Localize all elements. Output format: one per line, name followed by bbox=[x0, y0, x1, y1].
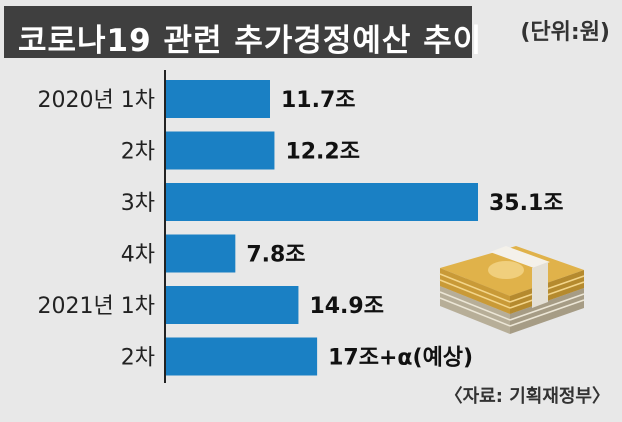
category-label: 2021년 1차 bbox=[38, 294, 155, 319]
header: 코로나19 관련 추가경정예산 추이 (단위:원) bbox=[0, 0, 622, 62]
bar-chart: 2020년 1차 11.7조 2차 12.2조 3차 35.1조 4차 7.8조 2021년 1… bbox=[38, 70, 564, 383]
category-label: 2020년 1차 bbox=[38, 88, 155, 113]
value-label: 17조+α(예상) bbox=[328, 346, 473, 371]
unit-label: (단위:원) bbox=[520, 20, 610, 45]
value-label: 14.9조 bbox=[309, 294, 384, 319]
bar bbox=[166, 80, 270, 118]
category-label: 2차 bbox=[121, 140, 155, 165]
bar bbox=[166, 337, 318, 376]
chart-title: 코로나19 관련 추가경정예산 추이 bbox=[18, 23, 483, 59]
bar bbox=[166, 183, 478, 221]
value-label: 35.1조 bbox=[489, 191, 564, 216]
bar bbox=[166, 234, 236, 273]
bar bbox=[166, 286, 299, 324]
value-label: 7.8조 bbox=[246, 243, 305, 268]
title-banner: 코로나19 관련 추가경정예산 추이 bbox=[4, 6, 481, 59]
value-label: 12.2조 bbox=[285, 140, 360, 165]
category-label: 2차 bbox=[121, 346, 155, 371]
money-stack-icon bbox=[439, 246, 585, 334]
value-label: 11.7조 bbox=[281, 88, 356, 113]
category-label: 4차 bbox=[121, 243, 155, 268]
bar bbox=[166, 131, 275, 170]
category-label: 3차 bbox=[121, 191, 155, 216]
source-note: 〈자료: 기획재정부〉 bbox=[444, 386, 610, 407]
